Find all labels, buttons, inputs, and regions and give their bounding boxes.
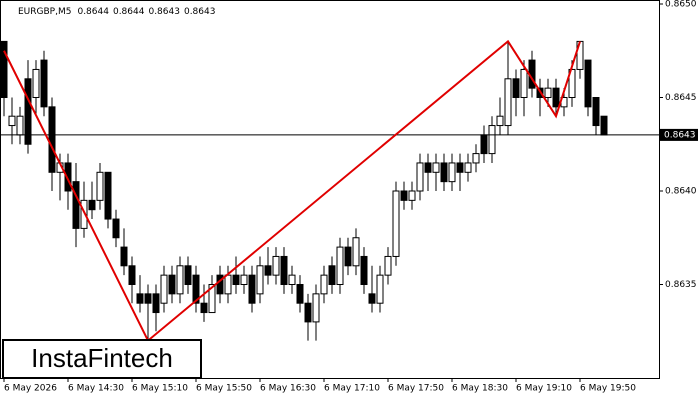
candle-body: [32, 68, 40, 98]
candle-body: [376, 274, 384, 304]
last-price-label: 0.8643: [664, 130, 696, 140]
x-tick-label: 6 May 15:50: [196, 384, 252, 394]
header: EURGBP,M5 0.8644 0.8644 0.8643 0.8643: [18, 7, 215, 17]
candle-body: [520, 68, 528, 98]
x-tick-label: 6 May 19:10: [516, 384, 572, 394]
candle-body: [296, 284, 304, 304]
plot: [0, 39, 659, 343]
candle-body: [144, 293, 152, 304]
candle-body: [0, 40, 8, 98]
candle-body: [512, 78, 520, 99]
candle-body: [584, 59, 592, 108]
x-tick-label: 6 May 19:50: [580, 384, 636, 394]
candle-body: [48, 106, 56, 173]
candle-body: [96, 171, 104, 201]
candle-body: [224, 274, 232, 295]
candle-body: [456, 162, 464, 173]
x-tick-label: 6 May 15:10: [132, 384, 188, 394]
last-price-box: [660, 128, 698, 141]
x-tick-label: 6 May 17:10: [324, 384, 380, 394]
candle-body: [344, 246, 352, 267]
candle-body: [592, 97, 600, 127]
candle-body: [448, 162, 456, 183]
pattern-line: [3, 39, 581, 343]
candle-body: [264, 265, 272, 276]
candle-body: [88, 199, 96, 211]
candle-body: [400, 190, 408, 201]
candle-body: [280, 255, 288, 286]
candle-body: [72, 181, 80, 229]
candle-body: [360, 255, 368, 286]
candle-body: [504, 78, 512, 127]
candle-body: [16, 115, 24, 136]
candle-body: [80, 199, 88, 229]
candle-body: [24, 78, 32, 145]
candle-body: [184, 265, 192, 285]
candle-body: [304, 302, 312, 323]
candle-body: [320, 274, 328, 295]
candle-body: [168, 274, 176, 295]
x-tick-label: 6 May 18:30: [452, 384, 508, 394]
candle-body: [272, 255, 280, 276]
quote-low: 0.8643: [148, 7, 180, 17]
x-tick-label: 6 May 16:30: [260, 384, 316, 394]
y-tick-label: 0.8650: [665, 0, 697, 10]
candle-body: [40, 59, 48, 108]
y-tick-label: 0.8645: [665, 93, 697, 103]
candle-body: [208, 284, 216, 314]
y-tick-label: 0.8635: [665, 280, 697, 290]
watermark: InstaFintech: [31, 343, 173, 373]
candle-body: [384, 255, 392, 276]
candle-body: [176, 265, 184, 295]
candle-body: [544, 87, 552, 99]
candle-body: [248, 274, 256, 304]
x-tick-label: 6 May 2026: [4, 384, 57, 394]
candle-body: [192, 274, 200, 304]
candle-body: [312, 293, 320, 323]
quote-open: 0.8644: [77, 7, 109, 17]
candle-body: [408, 190, 416, 201]
candle-body: [232, 274, 240, 285]
candle-body: [104, 171, 112, 220]
candle-body: [328, 265, 336, 285]
candle-body: [160, 274, 168, 304]
candle-body: [136, 293, 144, 304]
candle-body: [392, 190, 400, 257]
candle-body: [496, 115, 504, 127]
candle-body: [440, 162, 448, 183]
candle-body: [256, 265, 264, 295]
quote-close: 0.8643: [184, 7, 216, 17]
y-tick-label: 0.8640: [665, 187, 697, 197]
quote-high: 0.8644: [113, 7, 145, 17]
candle-body: [600, 115, 608, 136]
candle-body: [112, 218, 120, 239]
candle-body: [128, 265, 136, 285]
candle-body: [424, 162, 432, 173]
candle-body: [432, 162, 440, 173]
candle-body: [480, 134, 488, 155]
candle-body: [64, 162, 72, 192]
candle-body: [552, 87, 560, 108]
candle-body: [488, 125, 496, 155]
candle-body: [464, 162, 472, 173]
watermark-box: [2, 339, 202, 379]
candle-body: [240, 274, 248, 285]
candle-body: [416, 162, 424, 192]
candle-body: [200, 302, 208, 314]
candle-body: [352, 237, 360, 267]
symbol: EURGBP,M5: [18, 7, 71, 17]
candle-body: [368, 293, 376, 304]
x-tick-label: 6 May 17:50: [388, 384, 444, 394]
candle-body: [336, 246, 344, 286]
candle-body: [288, 274, 296, 285]
x-tick-label: 6 May 14:30: [68, 384, 124, 394]
candle-body: [8, 115, 16, 127]
candle-body: [152, 293, 160, 314]
candle-body: [472, 153, 480, 164]
candle-body: [120, 246, 128, 267]
